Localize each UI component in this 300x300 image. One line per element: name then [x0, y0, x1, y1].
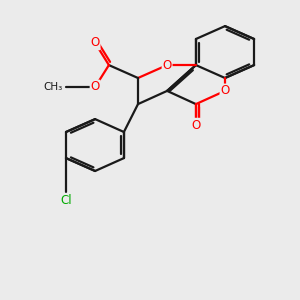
Text: CH₃: CH₃ — [44, 82, 63, 92]
Text: O: O — [163, 58, 172, 72]
Text: O: O — [191, 118, 200, 132]
Text: O: O — [91, 36, 100, 50]
Text: O: O — [220, 84, 230, 98]
Text: O: O — [91, 80, 100, 94]
Text: Cl: Cl — [60, 194, 72, 206]
